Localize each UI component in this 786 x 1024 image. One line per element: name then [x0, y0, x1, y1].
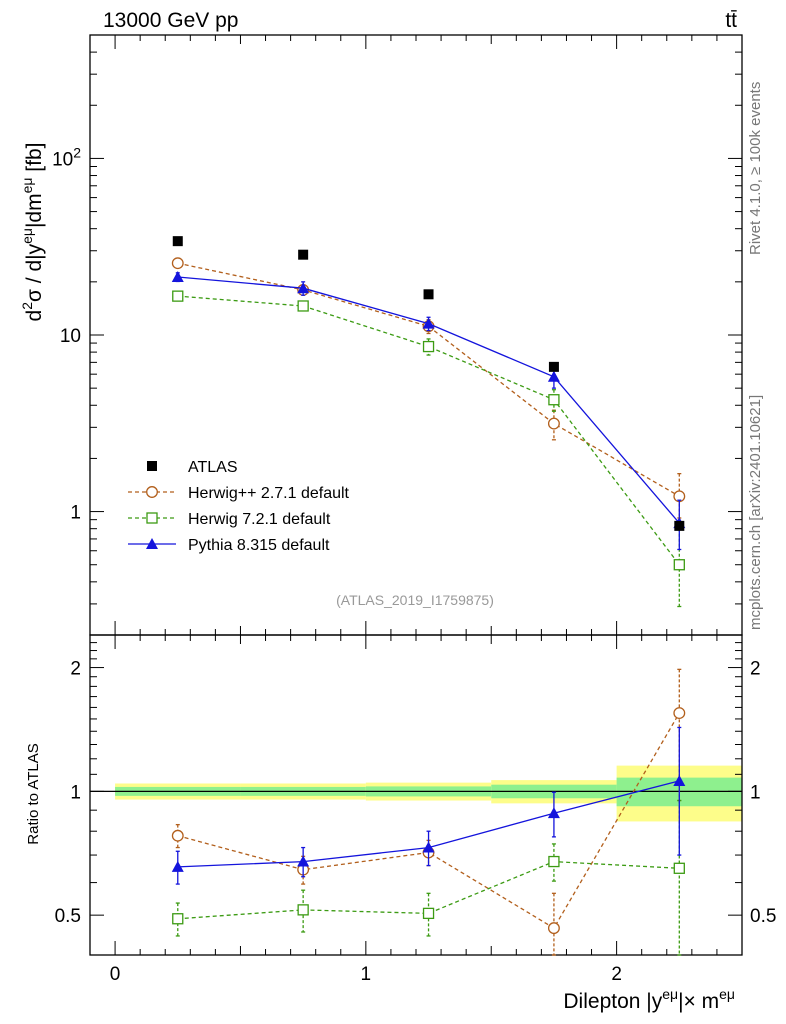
ratio-y-tick-label-right: 2	[750, 659, 761, 680]
ratio-y-tick-label-left: 1	[70, 782, 81, 803]
legend-marker	[146, 538, 158, 549]
y-tick-label: 10	[60, 326, 81, 347]
ratio-panel: 0 1 2 0.5 0.5 1 1 2 2	[55, 634, 776, 985]
main-point	[674, 520, 685, 531]
legend-label: Pythia 8.315 default	[188, 537, 330, 554]
legend-marker	[147, 461, 157, 471]
main-y-axis-label: d2σ / d|yeμ|dmeμ [fb]	[19, 143, 46, 322]
ratio-point	[171, 829, 184, 842]
main-series	[172, 236, 685, 531]
main-line	[177, 295, 680, 566]
ratio-series	[171, 668, 686, 956]
main-point	[547, 417, 560, 430]
x-tick-label: 2	[611, 964, 622, 985]
analysis-watermark: (ATLAS_2019_I1759875)	[336, 592, 494, 608]
ratio-point	[547, 807, 560, 819]
ratio-point	[673, 862, 685, 874]
ratio-point	[548, 855, 560, 868]
x-tick-label: 1	[361, 964, 372, 985]
x-tick-label: 0	[110, 964, 121, 985]
ratio-series	[171, 726, 686, 885]
ratio-line	[177, 712, 680, 929]
main-line	[177, 262, 680, 497]
main-point	[297, 282, 310, 294]
main-series	[171, 271, 686, 551]
rivet-label: Rivet 4.1.0, ≥ 100k events	[747, 82, 764, 255]
main-panel: 1 10 102	[52, 34, 743, 636]
legend-marker	[146, 512, 158, 524]
ratio-point	[673, 774, 686, 786]
ratio-point	[172, 913, 184, 925]
ratio-y-tick-label-right: 0.5	[750, 906, 776, 927]
main-series	[172, 290, 685, 608]
main-point	[422, 317, 435, 329]
y-tick-label: 1	[70, 503, 81, 524]
main-point	[298, 249, 309, 260]
ratio-point	[297, 904, 309, 916]
ratio-point	[547, 922, 560, 935]
ratio-y-tick-label-right: 1	[750, 782, 761, 803]
main-point	[171, 257, 184, 270]
ratio-point	[171, 860, 184, 872]
ratio-line	[177, 860, 680, 920]
ratio-point	[422, 841, 435, 853]
ratio-y-tick-label-left: 0.5	[55, 906, 81, 927]
ratio-point	[422, 907, 435, 920]
ratio-point	[297, 855, 310, 867]
main-point	[297, 300, 309, 312]
legend-marker	[146, 486, 158, 498]
main-point	[422, 340, 435, 353]
main-point	[547, 370, 560, 382]
main-point	[172, 290, 184, 302]
ratio-y-axis-label: Ratio to ATLAS	[25, 743, 42, 844]
main-point	[673, 559, 685, 571]
legend-label: Herwig 7.2.1 default	[188, 511, 331, 528]
legend-label: Herwig++ 2.7.1 default	[188, 485, 350, 502]
mcplots-label: mcplots.cern.ch [arXiv:2401.10621]	[747, 395, 764, 630]
main-point	[423, 289, 434, 300]
ratio-series	[172, 799, 685, 956]
x-axis-label: Dilepton |yeμ|× meμ	[563, 986, 735, 1013]
main-point	[548, 361, 559, 372]
y-tick-label: 102	[52, 144, 81, 170]
main-point	[548, 394, 560, 406]
process-label: tt̄	[725, 9, 737, 32]
legend-label: ATLAS	[188, 459, 238, 476]
main-point	[171, 271, 184, 283]
ratio-y-tick-label-left: 2	[70, 659, 81, 680]
main-point	[172, 236, 183, 247]
energy-label: 13000 GeV pp	[103, 9, 238, 32]
legend: ATLAS Herwig++ 2.7.1 default Herwig 7.2.1 …	[128, 459, 350, 554]
ratio-point	[673, 707, 686, 720]
